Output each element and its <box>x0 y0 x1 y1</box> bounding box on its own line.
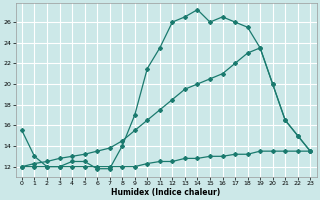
X-axis label: Humidex (Indice chaleur): Humidex (Indice chaleur) <box>111 188 221 197</box>
